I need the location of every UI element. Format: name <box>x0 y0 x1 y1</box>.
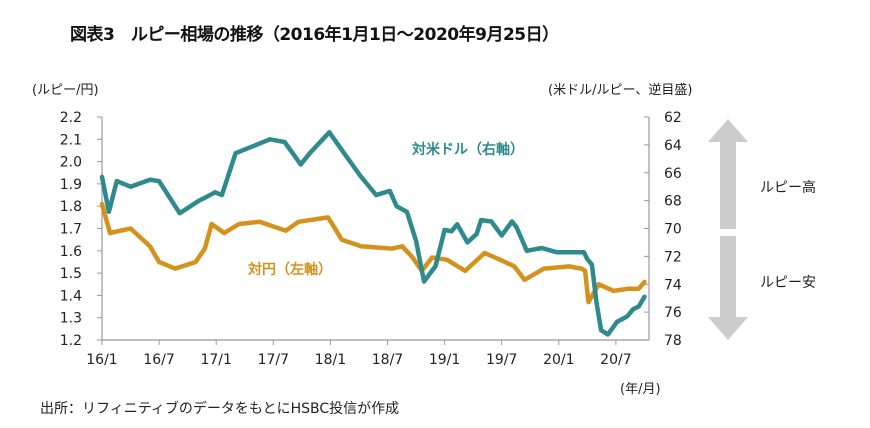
left-tick-label: 1.6 <box>60 244 82 260</box>
left-tick-label: 1.5 <box>60 266 82 282</box>
x-tick-label: 17/1 <box>200 352 231 368</box>
left-tick-label: 2.1 <box>60 132 82 148</box>
usd-series-line <box>99 130 647 337</box>
left-tick-label: 2.2 <box>60 110 82 126</box>
x-tick-label: 16/7 <box>143 352 174 368</box>
source-note: 出所：リフィニティブのデータをもとにHSBC投信が作成 <box>40 401 400 417</box>
right-tick-label: 72 <box>664 249 682 265</box>
right-tick-label: 68 <box>664 194 682 210</box>
rupee-weak-label: ルピー安 <box>760 275 816 291</box>
arrow-up-icon <box>708 119 748 229</box>
right-tick-label: 78 <box>664 333 682 349</box>
axes <box>97 116 650 345</box>
right-tick-label: 62 <box>664 110 682 126</box>
x-tick-label: 20/7 <box>600 352 631 368</box>
right-tick-label: 76 <box>664 305 682 321</box>
arrow-down-icon <box>708 236 748 340</box>
left-tick-label: 1.3 <box>60 311 82 327</box>
left-tick-label: 1.2 <box>60 333 82 349</box>
x-tick-label: 18/1 <box>315 352 346 368</box>
right-tick-label: 66 <box>664 166 682 182</box>
usd-series-label: 対米ドル（右軸） <box>411 141 524 158</box>
x-tick-label: 16/1 <box>86 352 117 368</box>
left-tick-label: 1.9 <box>60 177 82 193</box>
x-tick-label: 18/7 <box>372 352 403 368</box>
x-tick-label: 20/1 <box>543 352 574 368</box>
chart-title: 図表3 ルピー相場の推移（2016年1月1日～2020年9月25日） <box>70 25 559 45</box>
left-tick-label: 1.8 <box>60 199 82 215</box>
left-tick-label: 1.4 <box>60 288 82 304</box>
jpy-series-line <box>99 201 647 305</box>
right-tick-label: 64 <box>664 138 682 154</box>
direction-arrows: ルピー高 ルピー安 <box>708 119 816 340</box>
x-axis-unit: (年/月) <box>620 382 661 397</box>
right-tick-label: 74 <box>664 277 682 293</box>
jpy-series-label: 対円（左軸） <box>247 261 332 278</box>
x-tick-label: 17/7 <box>258 352 289 368</box>
left-tick-label: 2.0 <box>60 155 82 171</box>
rupee-strong-label: ルピー高 <box>760 179 816 196</box>
x-tick-label: 19/7 <box>486 352 517 368</box>
left-tick-label: 1.7 <box>60 222 82 238</box>
x-tick-label: 19/1 <box>429 352 460 368</box>
right-axis-unit: (米ドル/ルピー、逆目盛) <box>548 83 693 98</box>
series-lines <box>99 130 647 337</box>
tick-labels: 2.2 2.1 2.0 1.9 1.8 1.7 1.6 1.5 1.4 1.3 1.2 62 64 66 6… <box>60 110 682 368</box>
left-axis-unit: (ルピー/円) <box>32 83 99 98</box>
right-tick-label: 70 <box>664 222 682 238</box>
